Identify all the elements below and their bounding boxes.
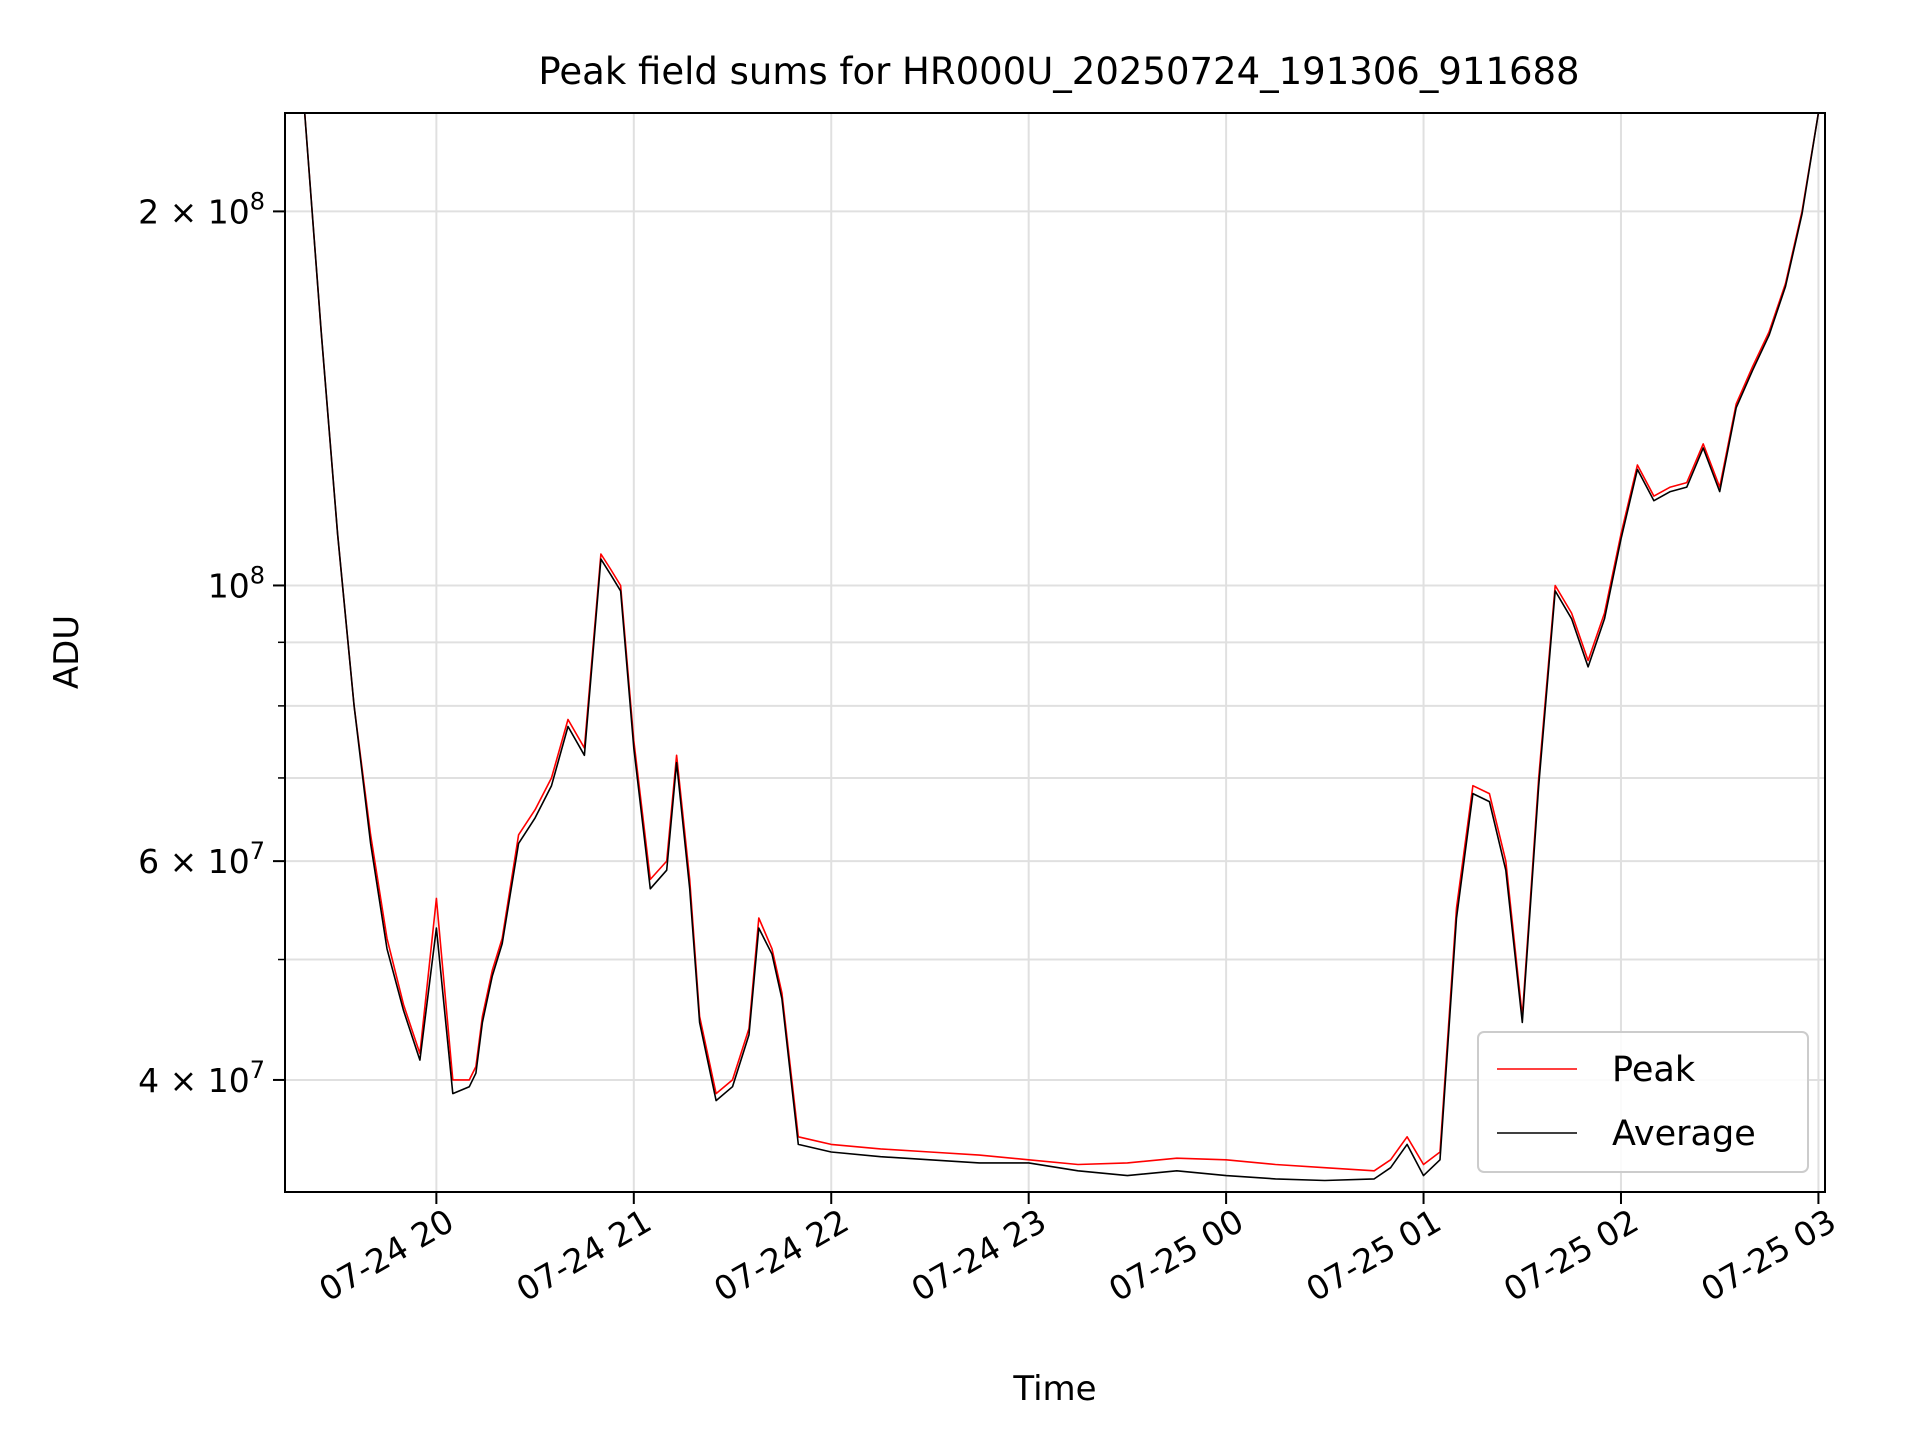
series-line-average [303,113,1820,1182]
legend-label-peak: Peak [1612,1050,1696,1090]
y-tick-label: 4 × 107 [138,1056,265,1100]
legend-label-average: Average [1612,1114,1756,1154]
grid [285,113,1825,1192]
series-line-peak [303,113,1820,1172]
y-tick-label: 6 × 107 [138,837,265,881]
legend: Peak Average [1477,1031,1809,1173]
y-tick-label: 108 [208,561,265,605]
legend-box [1477,1031,1809,1173]
y-tick-label: 2 × 108 [138,187,265,231]
x-axis-label: Time [1012,1369,1096,1409]
y-axis: 4 × 107 6 × 107 108 2 × 108 [138,187,285,1100]
chart-title: Peak field sums for HR000U_20250724_1913… [538,50,1579,93]
series-layer [303,113,1820,1182]
plot-frame [284,112,1826,1193]
y-axis-label: ADU [47,615,87,689]
